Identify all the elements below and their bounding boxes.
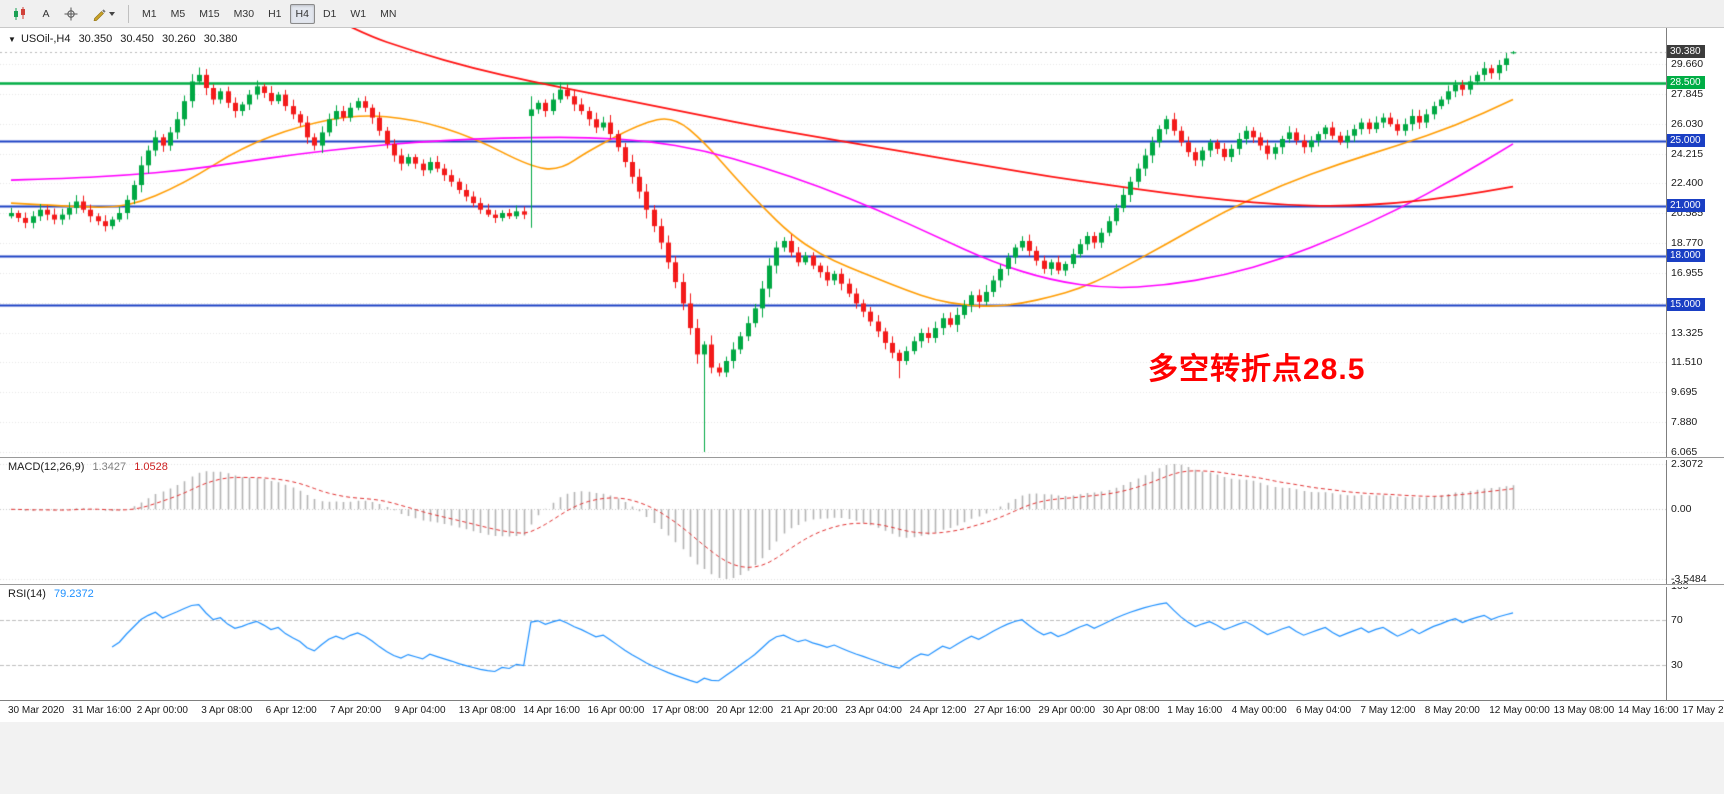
cursor-tool-label: A	[42, 7, 50, 20]
time-axis-label: 16 Apr 00:00	[587, 705, 645, 716]
main-chart-header: ▼ USOil-,H4 30.350 30.450 30.260 30.380	[8, 33, 242, 45]
macd-label: MACD(12,26,9)	[8, 461, 85, 473]
time-axis-label: 14 May 16:00	[1618, 705, 1679, 716]
timeframe-button-d1[interactable]: D1	[322, 7, 337, 20]
price-level-badge: 15.000	[1667, 298, 1705, 312]
rsi-value: 79.2372	[53, 588, 94, 600]
time-axis-label: 24 Apr 12:00	[909, 705, 967, 716]
time-axis-label: 6 May 04:00	[1296, 705, 1352, 716]
timeframe-button-h4[interactable]: H4	[289, 3, 315, 24]
macd-signal-value: 1.0528	[134, 461, 168, 473]
cursor-tool-button[interactable]: A	[36, 4, 56, 24]
price-axis-label: 24.215	[1671, 147, 1704, 160]
price-axis-label: 18.770	[1671, 237, 1704, 250]
time-axis-label: 13 May 08:00	[1553, 705, 1615, 716]
time-axis-label: 8 May 20:00	[1424, 705, 1480, 716]
time-axis-label: 9 Apr 04:00	[394, 705, 446, 716]
ohlc-close: 30.380	[203, 33, 238, 45]
macd-axis-label: 2.3072	[1671, 458, 1704, 470]
time-axis-label: 23 Apr 04:00	[845, 705, 902, 716]
time-axis-label: 12 May 00:00	[1489, 705, 1550, 716]
time-axis-label: 17 Apr 08:00	[652, 705, 709, 716]
timeframe-button-mn[interactable]: MN	[380, 7, 397, 20]
time-axis-label: 14 Apr 16:00	[523, 705, 580, 716]
price-axis-label: 6.065	[1671, 445, 1698, 458]
price-axis-label: 13.325	[1671, 326, 1704, 339]
chart-canvas[interactable]	[0, 28, 1666, 700]
time-axis[interactable]: 30 Mar 2020 31 Mar 16:00 2 Apr 00:00 3 Apr …	[0, 700, 1724, 722]
timeframe-button-m30[interactable]: M30	[233, 7, 255, 20]
time-axis-label: 3 Apr 08:00	[201, 705, 253, 716]
time-axis-label: 6 Apr 12:00	[265, 705, 317, 716]
price-axis-label: 16.955	[1671, 266, 1704, 279]
draw-tools-button[interactable]	[86, 4, 121, 24]
toolbar-separator	[128, 4, 129, 23]
price-axis-label: 7.880	[1671, 416, 1698, 429]
timeframe-button-m1[interactable]: M1	[142, 7, 157, 20]
time-axis-label: 31 Mar 16:00	[72, 705, 132, 716]
time-axis-label: 13 Apr 08:00	[458, 705, 516, 716]
macd-header: MACD(12,26,9) 1.3427 1.0528	[8, 461, 173, 473]
time-axis-label: 29 Apr 00:00	[1038, 705, 1096, 716]
window-bottom-area	[0, 722, 1724, 794]
time-axis-label: 21 Apr 20:00	[780, 705, 838, 716]
time-axis-label: 7 May 12:00	[1360, 705, 1416, 716]
annotation-text[interactable]: 多空转折点28.5	[1148, 353, 1366, 386]
pencil-icon	[93, 8, 106, 21]
timeframe-group: M1 M5 M15 M30 H1 H4 D1 W1 MN	[135, 3, 403, 24]
ohlc-open: 30.350	[78, 33, 113, 45]
crosshair-tool-button[interactable]	[58, 4, 84, 24]
price-axis[interactable]: 29.660 27.845 26.030 24.215 22.400 20.585 18.7…	[1666, 28, 1724, 700]
crosshair-icon	[64, 7, 78, 20]
chevron-down-icon	[109, 11, 115, 16]
time-axis-label: 7 Apr 20:00	[330, 705, 382, 716]
timeframe-button-h1[interactable]: H1	[268, 7, 282, 20]
time-axis-label: 27 Apr 16:00	[974, 705, 1031, 716]
time-axis-label: 20 Apr 12:00	[716, 705, 774, 716]
timeframe-button-m15[interactable]: M15	[199, 7, 220, 20]
price-axis-label: 11.510	[1671, 356, 1703, 369]
pane-separator-macd[interactable]	[0, 457, 1724, 460]
symbol-period-title: USOil-,H4	[20, 33, 71, 45]
pane-separator-rsi[interactable]	[0, 584, 1724, 587]
price-level-badge: 25.000	[1667, 133, 1705, 147]
price-level-badge: 18.000	[1667, 248, 1705, 262]
price-axis-label: 26.030	[1671, 117, 1704, 130]
time-axis-label: 1 May 16:00	[1167, 705, 1223, 716]
time-axis-label: 30 Mar 2020	[8, 705, 65, 716]
ohlc-low: 30.260	[162, 33, 196, 45]
collapse-icon[interactable]: ▼	[8, 35, 16, 44]
price-level-badge: 28.500	[1667, 76, 1705, 90]
time-axis-label: 30 Apr 08:00	[1102, 705, 1160, 716]
timeframe-button-m5[interactable]: M5	[170, 7, 186, 20]
macd-axis-label: -3.5484	[1671, 573, 1707, 585]
rsi-label: RSI(14)	[8, 588, 46, 600]
time-axis-label: 2 Apr 00:00	[136, 705, 188, 716]
ohlc-high: 30.450	[120, 33, 154, 45]
rsi-header: RSI(14) 79.2372	[8, 588, 99, 600]
candlestick-chart-icon	[14, 6, 25, 20]
price-axis-label: 22.400	[1671, 177, 1704, 190]
macd-axis-label: 0.00	[1671, 503, 1692, 516]
price-axis-label: 29.660	[1671, 58, 1704, 70]
price-level-badge: 21.000	[1667, 199, 1705, 213]
price-axis-label: 9.695	[1671, 386, 1698, 399]
chart-type-button[interactable]	[7, 4, 34, 24]
time-axis-label: 17 May 23:00	[1682, 705, 1724, 716]
time-axis-label: 4 May 00:00	[1231, 705, 1287, 716]
timeframe-button-w1[interactable]: W1	[350, 7, 367, 20]
rsi-axis-label: 30	[1671, 659, 1683, 672]
toolbar: A M1 M5 M15 M30 H1 H4 D1 W1 MN	[0, 0, 1724, 28]
macd-main-value: 1.3427	[92, 461, 127, 473]
rsi-axis-label: 70	[1671, 613, 1683, 626]
price-axis-label: 27.845	[1671, 87, 1704, 100]
current-price-badge: 30.380	[1667, 45, 1705, 59]
